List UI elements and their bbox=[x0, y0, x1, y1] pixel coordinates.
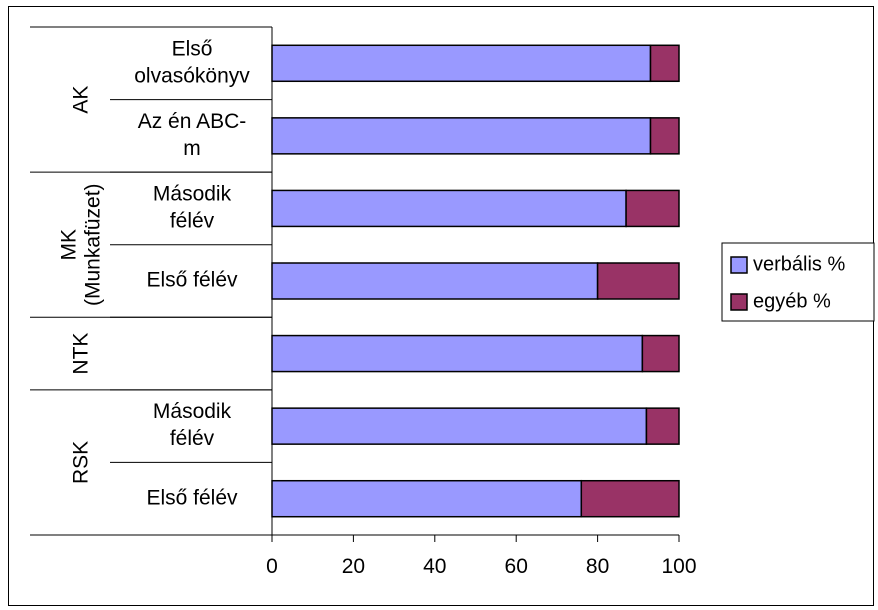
group-label-2-0: NTK bbox=[70, 333, 93, 375]
bar-egyeb-3 bbox=[596, 262, 680, 300]
category-label-6-0: Első félév bbox=[146, 486, 238, 509]
legend-swatch-0 bbox=[730, 256, 748, 274]
x-tick-label-1: 20 bbox=[342, 555, 365, 578]
bar-verbalis-4 bbox=[271, 334, 644, 373]
bar-egyeb-2 bbox=[625, 189, 680, 228]
category-label-0-1: olvasókönyv bbox=[134, 64, 250, 87]
group-label-3-0: RSK bbox=[70, 441, 93, 484]
category-label-5-0: Második bbox=[153, 400, 232, 423]
category-label-0-0: Első bbox=[172, 37, 213, 60]
bar-verbalis-0 bbox=[271, 44, 652, 83]
bar-verbalis-1 bbox=[271, 117, 652, 155]
x-tick-label-4: 80 bbox=[586, 555, 609, 578]
group-label-1-1: (Munkafüzet) bbox=[82, 183, 105, 306]
bar-egyeb-6 bbox=[580, 479, 680, 518]
bar-verbalis-5 bbox=[271, 407, 648, 445]
category-label-5-1: félév bbox=[170, 427, 215, 450]
group-label-0-0: AK bbox=[70, 86, 93, 114]
category-label-1-0: Az én ABC- bbox=[138, 110, 247, 133]
bar-verbalis-6 bbox=[271, 479, 583, 518]
category-label-1-1: m bbox=[183, 137, 201, 160]
bar-egyeb-5 bbox=[645, 407, 680, 445]
bar-egyeb-0 bbox=[649, 44, 680, 83]
bar-egyeb-4 bbox=[641, 334, 680, 373]
x-tick-label-5: 100 bbox=[661, 555, 696, 578]
group-label-1-0: MK bbox=[58, 229, 81, 261]
legend-label-1: egyéb % bbox=[753, 290, 831, 312]
legend-label-0: verbális % bbox=[753, 253, 845, 275]
x-tick-label-0: 0 bbox=[266, 555, 278, 578]
bar-verbalis-2 bbox=[271, 189, 627, 228]
category-label-3-0: Első félév bbox=[146, 269, 238, 292]
category-label-2-1: félév bbox=[170, 209, 215, 232]
x-tick-label-3: 60 bbox=[505, 555, 528, 578]
x-tick-label-2: 40 bbox=[423, 555, 446, 578]
legend-swatch-1 bbox=[730, 293, 748, 311]
category-label-2-0: Második bbox=[153, 182, 232, 205]
bar-egyeb-1 bbox=[649, 117, 680, 155]
bar-verbalis-3 bbox=[271, 262, 599, 300]
